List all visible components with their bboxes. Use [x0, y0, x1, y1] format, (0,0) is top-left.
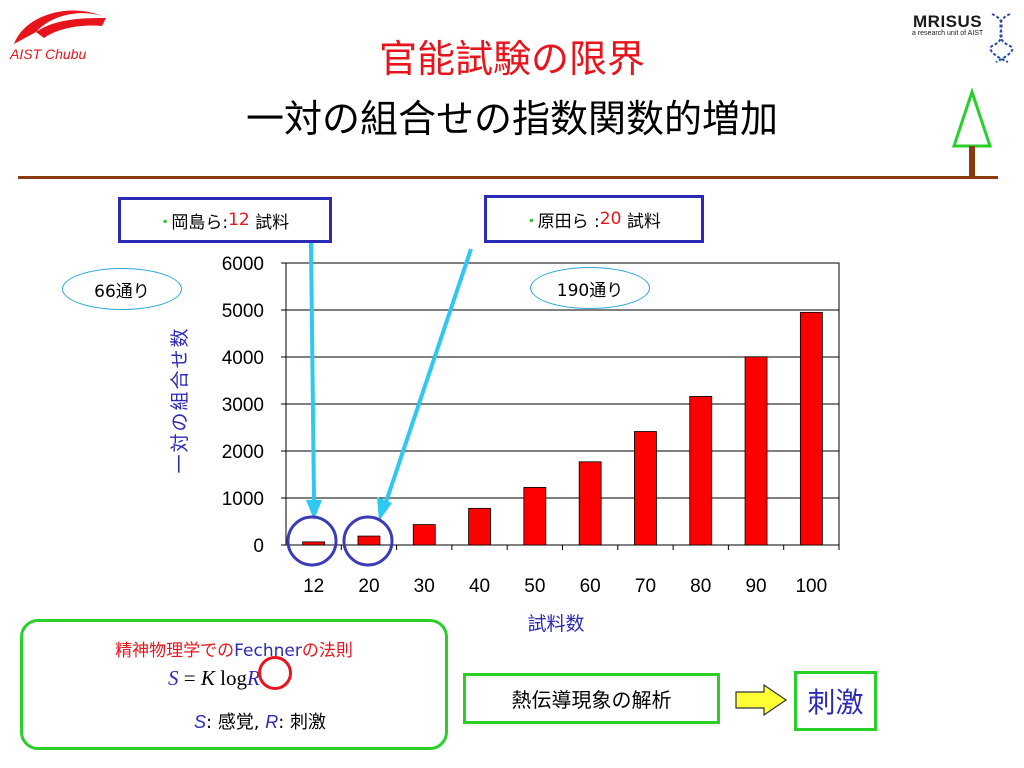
- y-tick-label: 0: [253, 536, 264, 557]
- ellipse-66: 66通り: [62, 268, 182, 310]
- bar-20: [357, 535, 381, 546]
- aist-logo-text: AIST Chubu: [10, 46, 87, 62]
- fechner-formula: S = K logR: [168, 666, 260, 691]
- callout-harada-count: 20: [599, 209, 622, 229]
- bar-60: [578, 461, 602, 546]
- dna-icon: [989, 13, 1014, 63]
- x-tick-label: 20: [358, 576, 379, 597]
- y-tick-label: 4000: [222, 348, 264, 369]
- x-tick-label: 40: [469, 576, 490, 597]
- formula-s: S: [168, 666, 179, 690]
- highlight-circle-12: [286, 515, 338, 567]
- callout-harada-prefix: 原田ら :: [537, 211, 600, 232]
- y-axis-label: 一対の組合せ数: [169, 326, 191, 473]
- bar-40: [468, 507, 491, 546]
- x-tick-label: 60: [580, 576, 601, 597]
- bar-30: [412, 524, 436, 546]
- formula-log: log: [214, 666, 247, 690]
- mrisus-logo-text: MRISUS: [913, 12, 983, 31]
- y-tick-label: 5000: [222, 301, 264, 322]
- legend-r-text: : 刺激: [278, 712, 327, 733]
- highlight-circle-r: [258, 656, 292, 690]
- callout-okajima: ･ 岡島ら: 12 試料: [118, 197, 332, 243]
- x-tick-label: 70: [635, 576, 656, 597]
- aist-logo: [6, 4, 116, 74]
- legend-r: R: [265, 712, 279, 732]
- law-title-fechner: Fechner: [234, 641, 302, 661]
- divider-rule: [18, 176, 998, 179]
- bar-12: [302, 541, 326, 546]
- callout-harada-suffix: 試料: [621, 211, 661, 232]
- bar-80: [689, 396, 713, 546]
- x-tick-label: 30: [414, 576, 435, 597]
- callout-okajima-prefix: 岡島ら:: [171, 212, 229, 233]
- callout-okajima-count: 12: [228, 210, 250, 230]
- bar-70: [634, 431, 657, 546]
- y-tick-label: 2000: [222, 442, 264, 463]
- callout-harada: ･ 原田ら : 20 試料: [484, 195, 704, 243]
- x-tick-label: 50: [524, 576, 545, 597]
- fechner-law-title: 精神物理学でのFechnerの法則: [20, 636, 448, 661]
- bar-100: [799, 311, 823, 546]
- x-tick-label: 12: [303, 576, 324, 597]
- formula-r: R: [246, 666, 260, 690]
- legend-s: S: [193, 712, 206, 732]
- bullet-icon: ･: [160, 212, 170, 233]
- y-tick-label: 1000: [222, 489, 264, 510]
- highlight-circle-20: [342, 515, 394, 567]
- bar-50: [523, 487, 547, 546]
- mrisus-logo-subtitle: a research unit of AIST: [912, 30, 984, 37]
- law-title-part1: 精神物理学での: [115, 641, 235, 661]
- formula-eq: =: [178, 666, 201, 690]
- right-arrow-icon: [735, 683, 788, 717]
- x-tick-label: 90: [745, 576, 766, 597]
- page-title: 官能試験の限界: [378, 37, 645, 81]
- ellipse-190: 190通り: [530, 267, 650, 309]
- y-tick-label: 3000: [222, 395, 264, 416]
- heat-analysis-box: 熱伝導現象の解析: [463, 673, 720, 724]
- stimulus-box: 刺激: [794, 671, 877, 731]
- callout-okajima-suffix: 試料: [249, 212, 290, 233]
- y-tick-label: 6000: [222, 254, 264, 275]
- formula-k: K: [200, 666, 215, 690]
- formula-legend: S: 感覚, R: 刺激: [20, 708, 500, 734]
- bullet-icon: ･: [527, 211, 536, 232]
- law-title-part2: の法則: [301, 641, 353, 661]
- legend-s-text: : 感覚,: [205, 712, 266, 733]
- x-tick-label: 100: [795, 576, 827, 597]
- page-subtitle: 一対の組合せの指数関数的増加: [245, 97, 778, 141]
- tree-icon: [951, 87, 993, 178]
- arrow-harada: [377, 248, 473, 521]
- arrow-okajima: [306, 242, 322, 520]
- x-tick-label: 80: [690, 576, 711, 597]
- x-axis-label: 試料数: [527, 613, 584, 635]
- fechner-law-box: [20, 619, 448, 750]
- bar-90: [744, 356, 768, 546]
